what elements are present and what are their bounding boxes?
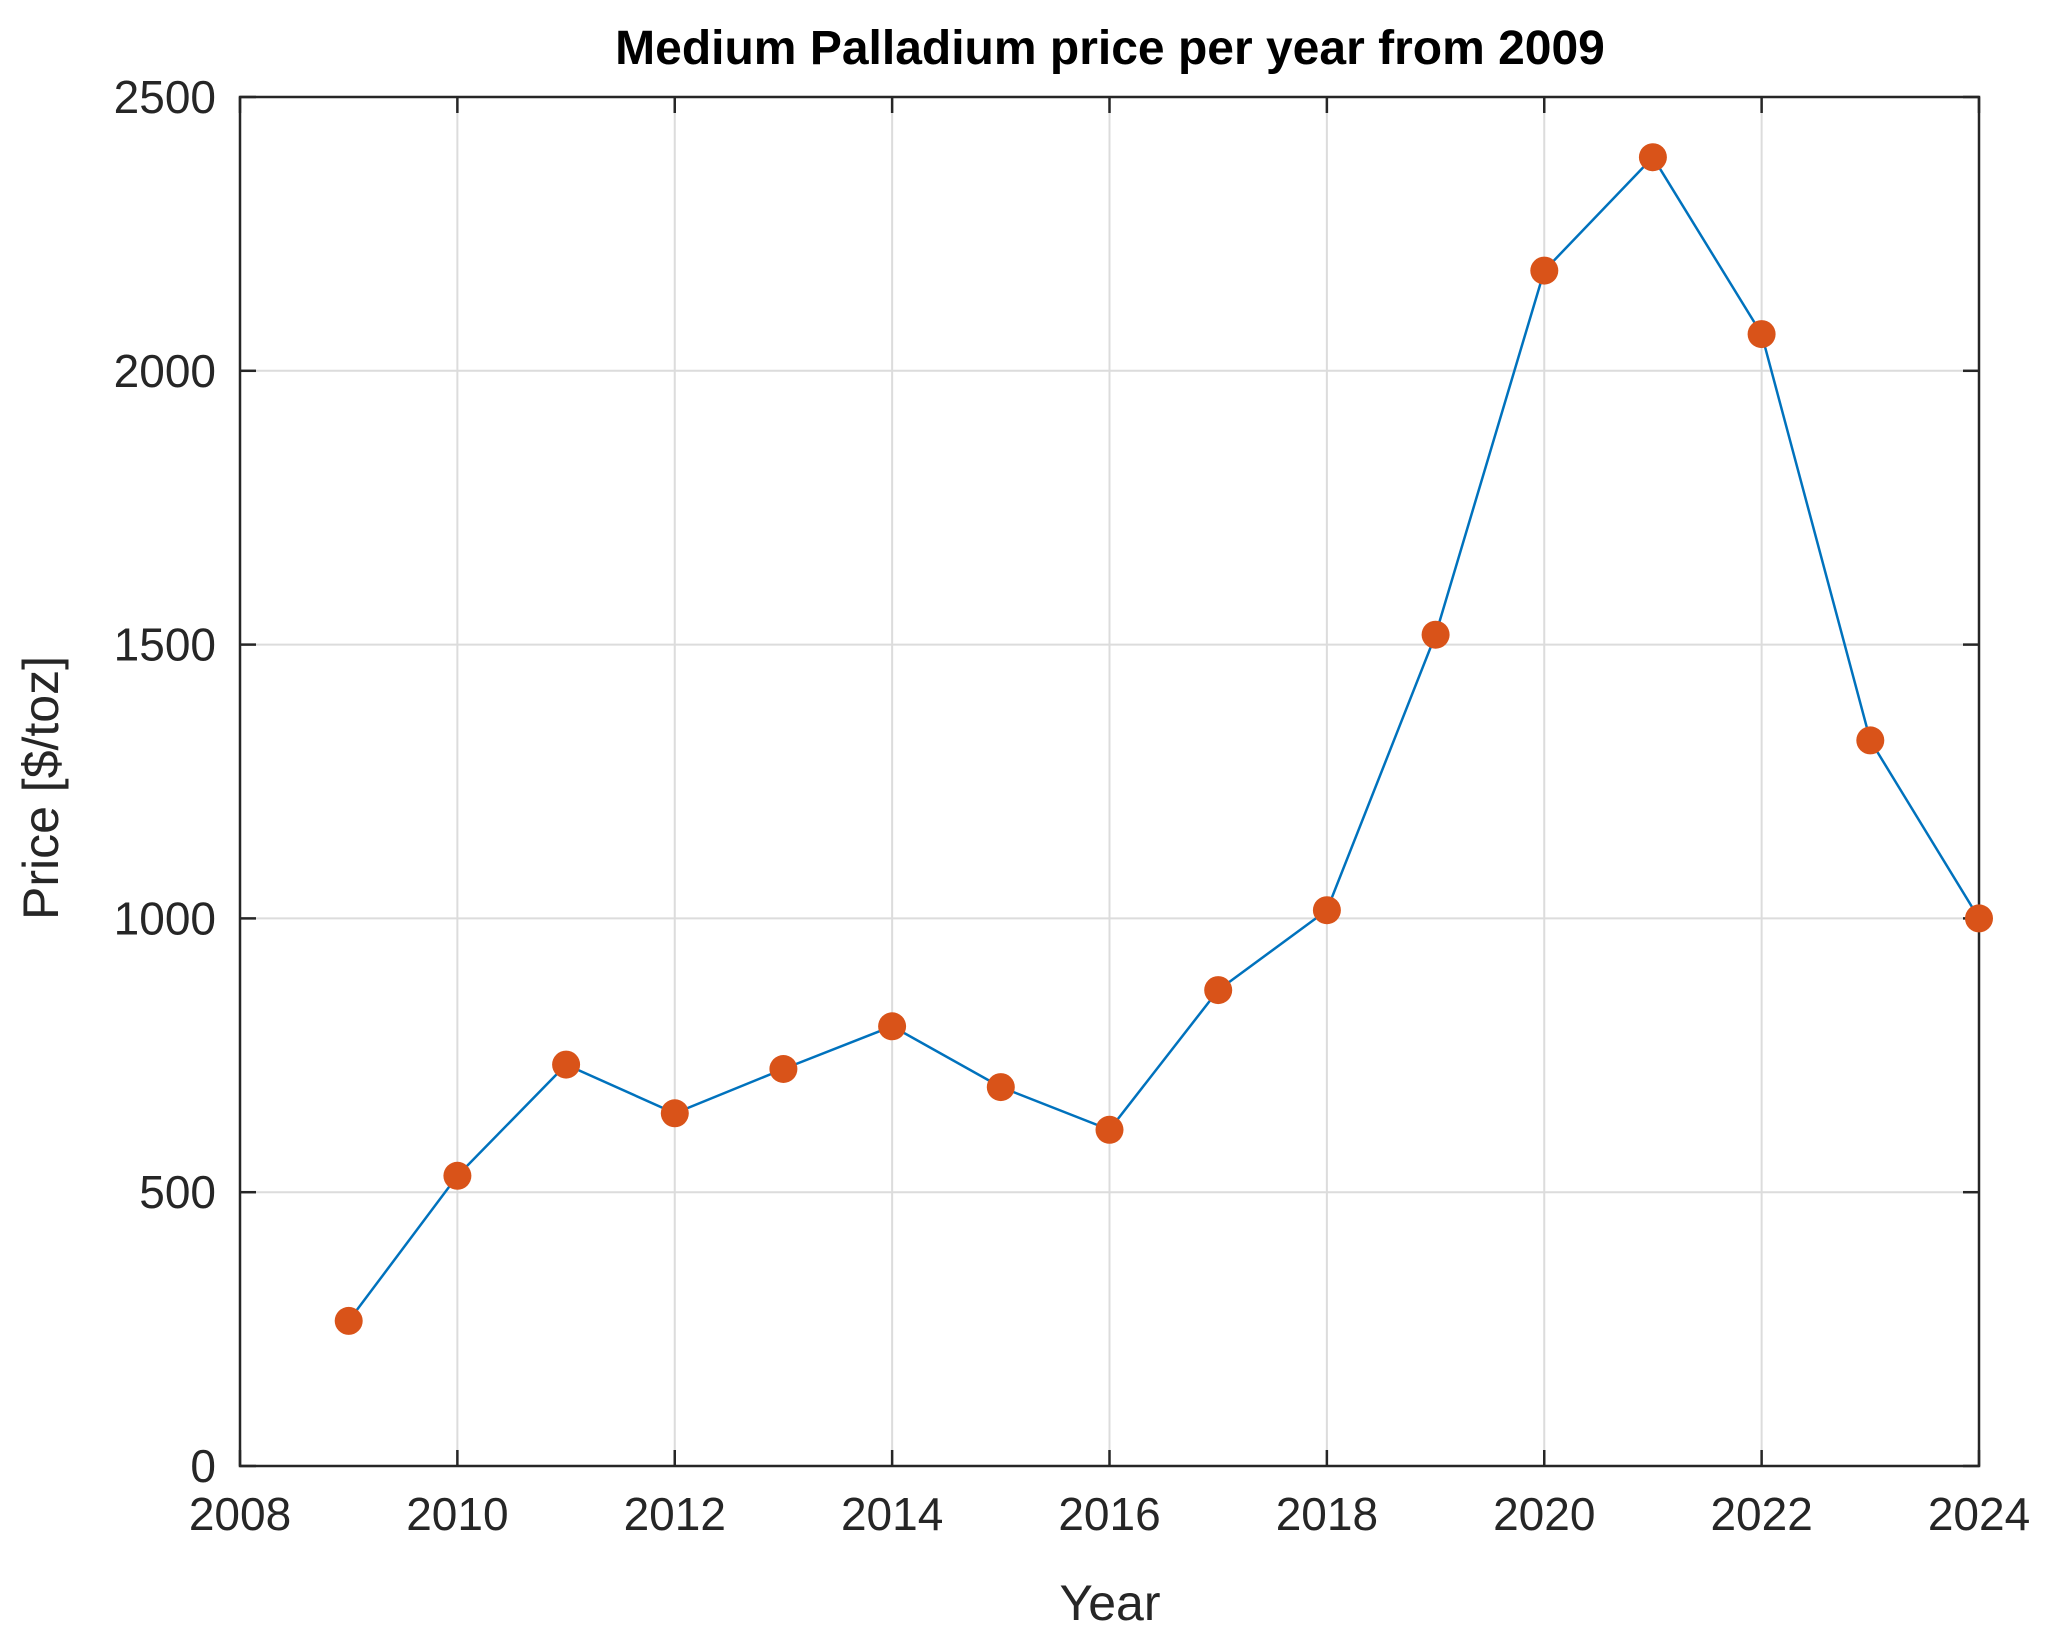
data-point-2013 (769, 1055, 798, 1083)
data-point-2021 (1638, 143, 1667, 172)
data-point-2012 (660, 1099, 689, 1128)
y-tick-label: 1500 (114, 619, 216, 671)
data-point-2010 (443, 1161, 472, 1190)
x-tick-label: 2020 (1493, 1488, 1595, 1540)
x-tick-label: 2012 (624, 1488, 726, 1540)
x-tick-label: 2018 (1276, 1488, 1378, 1540)
x-tick-label: 2008 (189, 1488, 291, 1540)
price-line (347, 155, 1981, 1322)
data-point-2011 (552, 1050, 581, 1079)
y-tick-label: 1000 (114, 892, 216, 944)
chart-title: Medium Palladium price per year from 200… (615, 22, 1605, 75)
data-point-2019 (1421, 620, 1450, 649)
data-point-2009 (334, 1306, 363, 1335)
y-tick-label: 0 (190, 1440, 216, 1492)
x-tick-label: 2016 (1058, 1488, 1160, 1540)
data-point-2016 (1095, 1115, 1124, 1144)
x-tick-label: 2022 (1710, 1488, 1812, 1540)
data-point-2014 (878, 1012, 907, 1041)
y-axis-label: Price [$/toz] (13, 656, 69, 920)
x-tick-label: 2024 (1928, 1488, 2030, 1540)
x-tick-label: 2014 (841, 1488, 943, 1540)
y-tick-labels: 0 500 1000 1500 2000 2500 (114, 71, 216, 1492)
price-markers (334, 143, 1993, 1335)
x-axis-label: Year (1059, 1575, 1160, 1631)
grid-lines (239, 96, 1980, 1467)
y-tick-label: 2000 (114, 345, 216, 397)
data-point-2017 (1204, 976, 1233, 1005)
y-tick-label: 500 (139, 1166, 216, 1218)
data-point-2018 (1312, 896, 1341, 925)
axis-ticks (238, 95, 1981, 1468)
data-point-2020 (1530, 256, 1559, 285)
data-point-2023 (1856, 726, 1885, 755)
x-tick-label: 2010 (406, 1488, 508, 1540)
y-tick-label: 2500 (114, 71, 216, 123)
data-point-2022 (1747, 320, 1776, 349)
data-point-2015 (986, 1073, 1015, 1102)
data-point-2024 (1965, 904, 1993, 933)
x-tick-labels: 2008 2010 2012 2014 2016 2018 2020 2022 2024 (189, 1488, 2030, 1540)
